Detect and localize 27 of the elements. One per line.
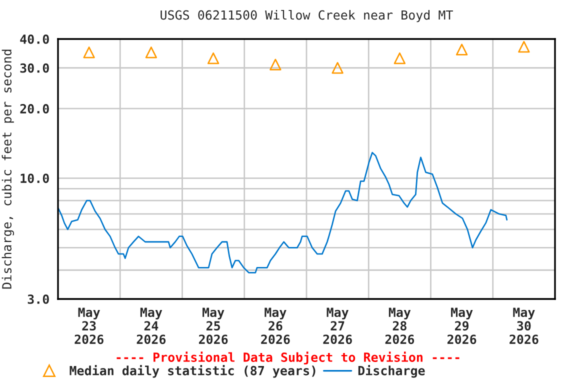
legend-label: Discharge [358, 364, 425, 378]
y-tick-label: 40.0 [20, 34, 49, 44]
x-tick-label: May 23 2026 [74, 308, 104, 344]
x-tick-label: May 30 2026 [510, 308, 538, 344]
y-axis-title: Discharge, cubic feet per second [2, 50, 14, 289]
y-tick-label: 20.0 [20, 104, 49, 114]
line-series [58, 152, 508, 274]
point [456, 44, 468, 56]
x-tick-label: May 28 2026 [385, 308, 414, 344]
x-tick-label: May 27 2026 [323, 308, 352, 344]
point [518, 40, 530, 53]
y-tick-label: 30.0 [20, 63, 49, 73]
point [207, 52, 220, 64]
point [83, 46, 95, 58]
point [332, 62, 344, 74]
point [270, 58, 282, 70]
x-tick-label: May 26 2026 [261, 308, 290, 344]
y-tick-label: 10.0 [20, 174, 49, 184]
y-tick-label: 3.0 [28, 294, 49, 304]
x-tick-label: May 29 2026 [447, 308, 476, 344]
point [145, 46, 158, 58]
chart-title: USGS 06211500 Willow Creek near Boyd MT [160, 10, 453, 22]
legend-label: Median daily statistic (87 years) [70, 364, 316, 378]
x-tick-label: May 24 2026 [136, 308, 166, 344]
x-tick-label: May 25 2026 [198, 308, 228, 344]
text: ---- Provisional Data Subject to Revision ---- [116, 352, 460, 364]
point [394, 52, 406, 64]
